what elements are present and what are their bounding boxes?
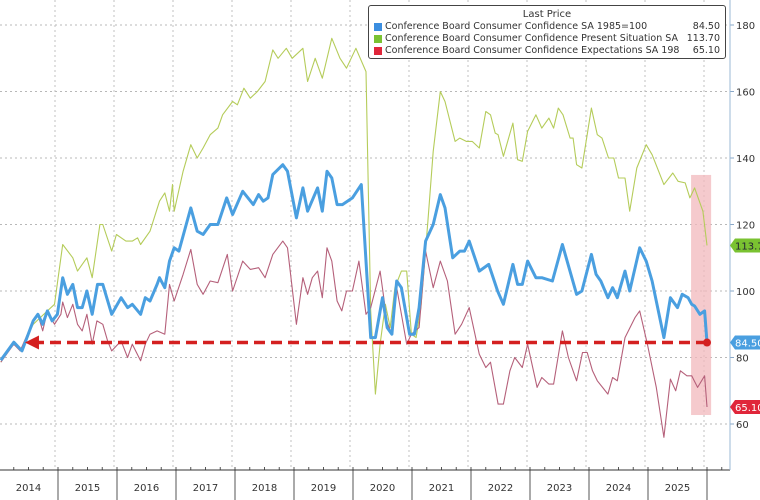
x-tick-label: 2014 bbox=[16, 483, 41, 494]
highlight-band-layer bbox=[691, 174, 712, 416]
x-tick-label: 2015 bbox=[75, 483, 100, 494]
last-value-tag-expectations bbox=[730, 400, 760, 415]
y-tick-label: 60 bbox=[736, 420, 749, 431]
series-line-present-situation bbox=[0, 37, 708, 395]
y-tick-label: 80 bbox=[736, 354, 749, 365]
last-value-label: 84.50 bbox=[735, 339, 760, 350]
x-tick-label: 2023 bbox=[547, 483, 572, 494]
legend-title: Last Price bbox=[522, 9, 572, 20]
legend-value: 113.70 bbox=[686, 33, 720, 44]
reference-arrow-layer bbox=[24, 335, 711, 350]
x-tick-label: 2025 bbox=[665, 483, 690, 494]
y-tick-label: 120 bbox=[736, 221, 755, 232]
legend-item-expectations: Conference Board Consumer Confidence Exp… bbox=[374, 45, 720, 57]
x-tick-label: 2016 bbox=[134, 483, 159, 494]
y-tick-label: 100 bbox=[736, 287, 755, 298]
legend-item-confidence: Conference Board Consumer Confidence SA … bbox=[374, 21, 720, 33]
last-value-label: 113.70 bbox=[735, 241, 760, 252]
x-tick-label: 2022 bbox=[488, 483, 513, 494]
last-value-label: 65.10 bbox=[735, 403, 760, 414]
x-tick-label: 2024 bbox=[606, 483, 631, 494]
legend-swatch-green bbox=[374, 35, 382, 43]
y-tick-label: 160 bbox=[736, 88, 755, 99]
x-tick-label: 2017 bbox=[193, 483, 218, 494]
last-value-tag-present-situation bbox=[730, 238, 760, 253]
series-layer bbox=[0, 37, 709, 438]
legend-label: Conference Board Consumer Confidence Exp… bbox=[385, 45, 680, 56]
x-tick-label: 2019 bbox=[311, 483, 336, 494]
legend-swatch-red bbox=[374, 47, 382, 55]
legend-swatch-blue bbox=[374, 23, 382, 31]
legend-label: Conference Board Consumer Confidence SA … bbox=[385, 21, 648, 32]
legend-value: 65.10 bbox=[692, 45, 720, 56]
x-tick-label: 2018 bbox=[252, 483, 277, 494]
x-tick-label: 2020 bbox=[370, 483, 395, 494]
legend: Last Price Conference Board Consumer Con… bbox=[368, 5, 726, 59]
y-tick-label: 140 bbox=[736, 154, 755, 165]
x-tick-label: 2021 bbox=[429, 483, 454, 494]
series-line-consumer-confidence bbox=[0, 163, 709, 362]
last-value-tag-consumer-confidence bbox=[730, 335, 760, 350]
series-line-expectations bbox=[0, 240, 708, 438]
y-tick-label: 180 bbox=[736, 21, 755, 32]
reference-arrow-dot bbox=[703, 338, 711, 347]
highlight-band bbox=[691, 174, 712, 416]
legend-value: 84.50 bbox=[692, 21, 720, 32]
legend-label: Conference Board Consumer Confidence Pre… bbox=[385, 33, 680, 44]
legend-item-present-situation: Conference Board Consumer Confidence Pre… bbox=[374, 33, 720, 45]
reference-arrow-head bbox=[24, 335, 39, 350]
